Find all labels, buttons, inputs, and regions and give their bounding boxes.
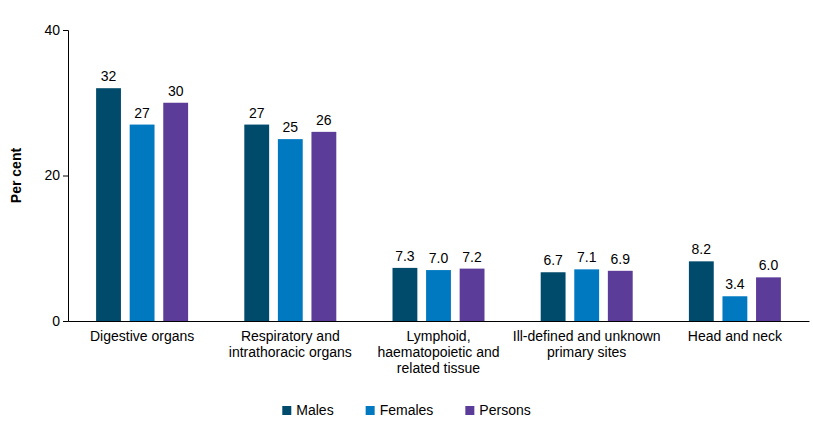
bar xyxy=(130,125,155,321)
bar xyxy=(96,88,121,321)
legend-swatch xyxy=(282,406,291,415)
y-axis-title: Per cent xyxy=(8,148,24,204)
y-tick-label: 0 xyxy=(52,313,60,329)
x-tick: Digestive organs xyxy=(90,321,194,344)
bar xyxy=(460,269,485,321)
data-label: 25 xyxy=(283,119,299,135)
x-axis-line xyxy=(69,321,810,322)
legend-item: Males xyxy=(282,402,333,418)
bar xyxy=(278,139,303,321)
data-label: 27 xyxy=(134,105,150,121)
data-label: 8.2 xyxy=(692,241,712,257)
bar xyxy=(722,296,747,321)
y-axis-line xyxy=(63,31,69,322)
x-tick-label: Digestive organs xyxy=(90,328,194,344)
bar xyxy=(311,132,336,321)
data-label: 7.0 xyxy=(429,250,449,266)
x-tick-label: Head and neck xyxy=(688,328,783,344)
y-tick: 0 xyxy=(52,313,68,329)
bar xyxy=(541,272,566,321)
data-labels: 32 27 7.3 6.7 8.2 27 25 7.0 7.1 3.4 30 26 7.2 6.9 6.0 xyxy=(101,68,779,292)
x-tick: Lymphoid,haematopoietic andrelated tissu… xyxy=(377,321,499,376)
data-label: 30 xyxy=(168,83,184,99)
y-tick: 40 xyxy=(44,22,68,38)
y-tick-mark xyxy=(63,176,68,177)
bar xyxy=(244,125,269,321)
y-tick-label: 20 xyxy=(44,167,60,183)
y-tick: 20 xyxy=(44,167,68,183)
x-axis: Digestive organs Respiratory andintrathor… xyxy=(69,321,810,376)
x-tick: Respiratory andintrathoracic organs xyxy=(229,321,352,360)
bar xyxy=(426,270,451,321)
legend: Males Females Persons xyxy=(282,402,530,418)
x-tick-label: Lymphoid,haematopoietic andrelated tissu… xyxy=(377,328,499,376)
bar xyxy=(756,277,781,321)
y-tick-mark xyxy=(63,30,68,31)
chart: 0 20 40 Digestive organs Respiratory andintr… xyxy=(0,0,813,428)
legend-swatch xyxy=(366,406,375,415)
data-label: 6.9 xyxy=(611,251,631,267)
bar xyxy=(393,268,418,321)
bar xyxy=(163,103,188,321)
legend-swatch xyxy=(465,406,474,415)
data-label: 26 xyxy=(316,112,332,128)
data-label: 32 xyxy=(101,68,117,84)
x-tick-label: Ill-defined and unknownprimary sites xyxy=(513,328,661,360)
legend-item: Females xyxy=(366,402,434,418)
data-label: 3.4 xyxy=(725,276,745,292)
x-tick-label: Respiratory andintrathoracic organs xyxy=(229,328,352,360)
data-label: 27 xyxy=(249,105,265,121)
bar xyxy=(574,269,599,321)
bar xyxy=(608,271,633,321)
bar xyxy=(689,261,714,321)
data-label: 7.1 xyxy=(577,249,597,265)
y-axis: 0 20 40 xyxy=(44,22,68,329)
y-tick-label: 40 xyxy=(44,22,60,38)
legend-label: Males xyxy=(296,402,333,418)
legend-label: Females xyxy=(380,402,434,418)
x-tick: Ill-defined and unknownprimary sites xyxy=(513,321,661,360)
data-label: 6.0 xyxy=(759,257,779,273)
bars xyxy=(96,88,781,321)
legend-label: Persons xyxy=(479,402,530,418)
x-tick: Head and neck xyxy=(688,321,783,344)
data-label: 7.2 xyxy=(462,249,482,265)
data-label: 7.3 xyxy=(395,248,415,264)
y-tick-mark xyxy=(63,321,68,322)
legend-item: Persons xyxy=(465,402,530,418)
data-label: 6.7 xyxy=(543,252,563,268)
